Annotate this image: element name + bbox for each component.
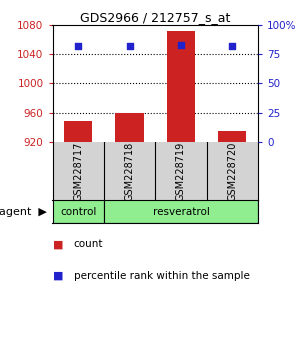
Point bbox=[127, 43, 132, 48]
Text: agent  ▶: agent ▶ bbox=[0, 207, 47, 217]
Text: count: count bbox=[74, 239, 103, 249]
Text: GSM228717: GSM228717 bbox=[73, 141, 83, 201]
Point bbox=[178, 42, 183, 47]
Text: GSM228720: GSM228720 bbox=[227, 141, 237, 201]
Bar bbox=[52, 200, 104, 223]
Text: GSM228718: GSM228718 bbox=[124, 141, 135, 201]
Bar bbox=[64, 121, 92, 142]
Bar bbox=[116, 113, 144, 142]
Text: ■: ■ bbox=[52, 239, 63, 249]
Text: ■: ■ bbox=[52, 271, 63, 281]
Bar bbox=[167, 31, 195, 142]
Point bbox=[76, 43, 81, 48]
Text: percentile rank within the sample: percentile rank within the sample bbox=[74, 271, 249, 281]
Text: resveratrol: resveratrol bbox=[152, 207, 209, 217]
Text: control: control bbox=[60, 207, 96, 217]
Title: GDS2966 / 212757_s_at: GDS2966 / 212757_s_at bbox=[80, 11, 230, 24]
Bar bbox=[218, 131, 246, 142]
Point bbox=[230, 43, 235, 48]
Bar bbox=[104, 200, 258, 223]
Text: GSM228719: GSM228719 bbox=[176, 141, 186, 201]
